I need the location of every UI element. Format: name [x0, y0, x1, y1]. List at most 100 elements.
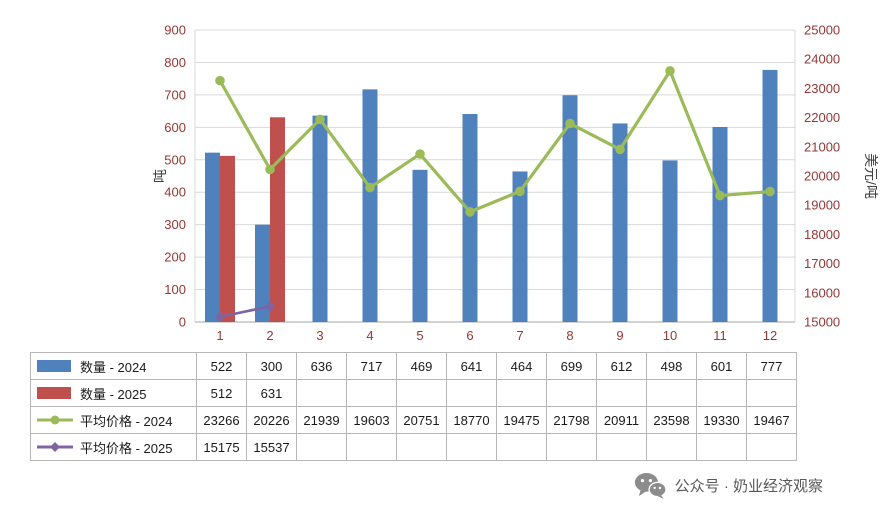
legend-cell: 平均价格 - 2024 [31, 407, 197, 434]
bar-2024 [612, 123, 628, 322]
legend-cell: 数量 - 2024 [31, 353, 197, 380]
value-cell [447, 380, 497, 407]
value-cell [647, 434, 697, 461]
value-cell [647, 380, 697, 407]
value-cell [597, 434, 647, 461]
value-cell: 23598 [647, 407, 697, 434]
combo-chart: 0100200300400500600700800900150001600017… [152, 23, 879, 344]
bar-2024 [562, 95, 578, 322]
left-axis-tick: 800 [164, 55, 186, 70]
bar-2024 [512, 171, 528, 322]
circle-marker [265, 164, 275, 175]
left-axis-title: 吨 [152, 169, 168, 183]
value-cell: 18770 [447, 407, 497, 434]
left-axis-tick: 600 [164, 120, 186, 135]
value-cell [347, 380, 397, 407]
left-axis-tick: 700 [164, 87, 186, 102]
value-cell [547, 434, 597, 461]
value-cell [347, 434, 397, 461]
series-label: 平均价格 - 2025 [80, 440, 173, 456]
circle-marker [665, 66, 675, 76]
legend-cell: 数量 - 2025 [31, 380, 197, 407]
value-cell: 498 [647, 353, 697, 380]
circle-marker [515, 186, 525, 197]
value-cell: 19467 [747, 407, 797, 434]
right-axis-tick: 15000 [804, 315, 840, 330]
bar-2024 [662, 160, 678, 322]
table-row: 数量 - 2025 512 631 [31, 380, 797, 407]
left-axis-tick: 900 [164, 23, 186, 38]
series-label: 平均价格 - 2024 [80, 413, 173, 429]
series-label: 数量 - 2025 [80, 386, 147, 402]
value-cell [747, 380, 797, 407]
right-axis-tick: 20000 [804, 169, 840, 184]
watermark: 公众号 · 奶业经济观察 [634, 472, 823, 499]
x-axis-tick: 6 [466, 328, 473, 343]
right-axis-tick: 21000 [804, 139, 840, 154]
value-cell [497, 434, 547, 461]
value-cell: 717 [347, 353, 397, 380]
value-cell: 512 [197, 380, 247, 407]
left-axis-tick: 300 [164, 217, 186, 232]
value-cell: 777 [747, 353, 797, 380]
value-cell: 699 [547, 353, 597, 380]
bar-2024 [312, 115, 328, 322]
value-cell: 522 [197, 353, 247, 380]
bar-2024 [205, 152, 220, 322]
watermark-text: 公众号 · 奶业经济观察 [674, 478, 823, 495]
value-cell: 15175 [197, 434, 247, 461]
x-axis-tick: 2 [266, 328, 273, 343]
price-line-2025 [218, 305, 272, 319]
value-cell: 19603 [347, 407, 397, 434]
x-axis-tick: 11 [713, 328, 727, 343]
x-axis-tick: 3 [316, 328, 323, 343]
value-cell: 19330 [697, 407, 747, 434]
price-line-2024 [218, 69, 772, 214]
circle-marker [615, 144, 625, 155]
table-row: 数量 - 2024 522 300 636 717 469 641 464 699 612 498 6… [31, 353, 797, 380]
x-axis-tick: 1 [216, 328, 223, 343]
circle-marker [765, 186, 775, 197]
value-cell: 469 [397, 353, 447, 380]
value-cell: 21939 [297, 407, 347, 434]
circle-marker [365, 182, 375, 193]
line-legend-swatch [37, 415, 73, 425]
left-axis-tick: 400 [164, 185, 186, 200]
legend-cell: 平均价格 - 2025 [31, 434, 197, 461]
value-cell [397, 380, 447, 407]
left-axis-tick: 500 [164, 152, 186, 167]
left-axis-tick: 200 [164, 250, 186, 265]
value-cell: 20751 [397, 407, 447, 434]
x-axis-tick: 12 [763, 328, 777, 343]
value-cell [747, 434, 797, 461]
value-cell: 464 [497, 353, 547, 380]
value-cell: 641 [447, 353, 497, 380]
right-axis-tick: 24000 [804, 52, 840, 67]
value-cell: 636 [297, 353, 347, 380]
circle-marker [465, 207, 475, 217]
bar-2025 [220, 155, 235, 322]
wechat-icon [634, 473, 666, 499]
right-axis-tick: 18000 [804, 227, 840, 242]
table-row: 平均价格 - 2024 23266 20226 21939 19603 20751 1877… [31, 407, 797, 434]
circle-marker [215, 75, 225, 86]
right-axis-title: 美元/吨 [863, 153, 879, 199]
value-cell [697, 380, 747, 407]
value-cell: 23266 [197, 407, 247, 434]
bar-legend-swatch [37, 360, 71, 372]
value-cell [597, 380, 647, 407]
right-axis-tick: 17000 [804, 256, 840, 271]
value-cell [397, 434, 447, 461]
value-cell: 601 [697, 353, 747, 380]
value-cell: 631 [247, 380, 297, 407]
bar-2024 [712, 127, 728, 323]
diamond-marker [215, 311, 225, 322]
value-cell: 15537 [247, 434, 297, 461]
value-cell: 19475 [497, 407, 547, 434]
series-label: 数量 - 2024 [80, 359, 147, 375]
line-legend-swatch [37, 442, 73, 452]
bar-2024 [412, 169, 428, 322]
circle-marker [315, 114, 325, 125]
left-axis-tick: 100 [164, 282, 186, 297]
